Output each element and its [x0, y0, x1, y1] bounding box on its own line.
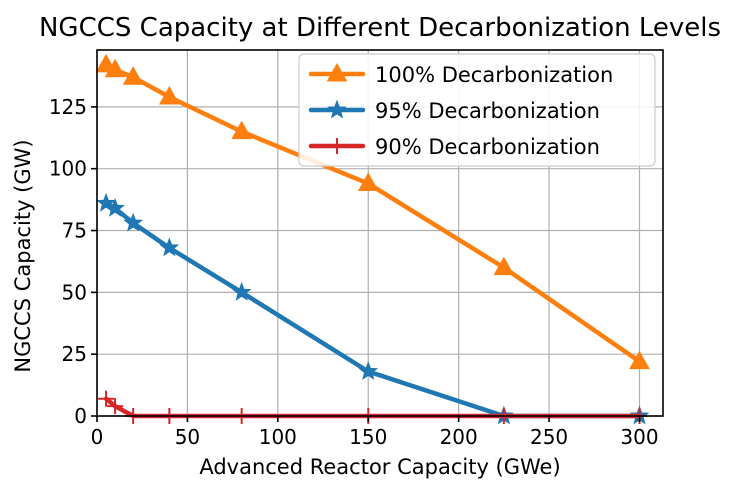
y-axis-label: NGCCS Capacity (GW) — [11, 139, 35, 372]
series-2-point — [358, 361, 379, 380]
legend-label: 90% Decarbonization — [375, 135, 600, 159]
series-1-point — [231, 120, 253, 140]
series-1-point — [629, 350, 650, 370]
x-tick-label: 0 — [91, 425, 104, 449]
series-3-point — [107, 398, 124, 415]
series-3 — [98, 390, 648, 424]
series-3-line — [103, 396, 642, 419]
series-2-point — [123, 212, 144, 232]
x-tick-label: 250 — [530, 425, 568, 449]
chart-title: NGCCS Capacity at Different Decarbonizat… — [39, 13, 721, 43]
legend-label: 100% Decarbonization — [375, 63, 613, 87]
legend-box — [298, 53, 656, 167]
axis-ticks: 0 50 100 150 200 250 300 0 25 50 75 100 125 — [49, 95, 659, 449]
x-tick-label: 300 — [620, 425, 658, 449]
series-2-point — [159, 237, 180, 257]
plot-frame — [96, 49, 664, 417]
legend-marker — [329, 138, 345, 154]
y-tick-label: 100 — [49, 157, 87, 181]
y-tick-label: 25 — [62, 342, 87, 366]
y-tick-label: 75 — [62, 219, 87, 243]
series-1-point — [357, 172, 379, 192]
x-axis-label: Advanced Reactor Capacity (GWe) — [199, 455, 560, 479]
legend-item-1: 100% Decarbonization — [308, 62, 613, 87]
series-1-point — [158, 85, 180, 105]
legend: 100% Decarbonization 95% Decarbonization 9… — [298, 53, 656, 167]
y-tick-label: 125 — [49, 95, 87, 119]
legend-item-2: 95% Decarbonization — [308, 99, 600, 123]
x-tick-label: 100 — [259, 425, 297, 449]
x-tick-label: 200 — [440, 425, 478, 449]
series-3-point — [98, 390, 115, 407]
legend-marker — [327, 99, 347, 119]
series-2-point — [96, 192, 116, 212]
legend-marker — [326, 62, 348, 82]
series-2-point — [231, 281, 252, 301]
legend-item-3: 90% Decarbonization — [308, 135, 600, 159]
series-1-point — [122, 66, 144, 85]
y-tick-label: 0 — [74, 404, 87, 428]
x-tick-label: 150 — [349, 425, 387, 449]
x-tick-label: 50 — [175, 425, 200, 449]
series-1 — [95, 53, 650, 370]
series-2-point — [105, 197, 125, 217]
y-tick-label: 50 — [62, 280, 87, 304]
series-1-point — [493, 256, 515, 276]
series-2-line — [103, 201, 642, 419]
series-1-point — [104, 58, 126, 78]
legend-label: 95% Decarbonization — [375, 99, 600, 123]
